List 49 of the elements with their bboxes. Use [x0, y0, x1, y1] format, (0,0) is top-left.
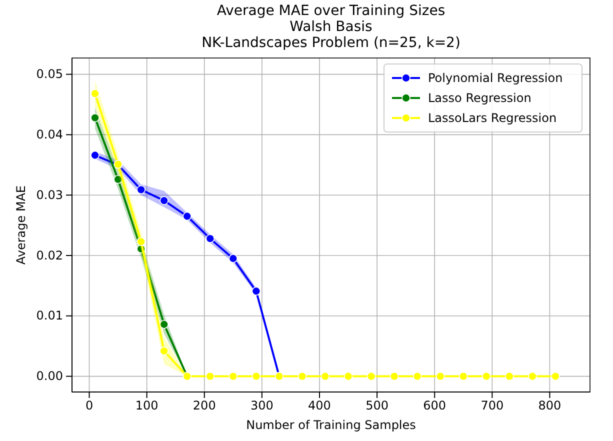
x-tick-label: 500: [366, 398, 388, 413]
point: [528, 372, 537, 381]
point: [160, 346, 168, 356]
point: [228, 254, 238, 263]
x-tick-label: 200: [192, 398, 216, 413]
point: [390, 372, 399, 381]
point: [160, 320, 168, 329]
point: [298, 372, 307, 381]
x-tick-label: 0: [85, 398, 94, 413]
point: [252, 286, 261, 296]
point: [252, 372, 261, 381]
point: [320, 372, 330, 381]
point: [505, 372, 514, 381]
point: [482, 372, 491, 381]
point: [206, 234, 215, 243]
point: [90, 150, 100, 160]
legend-label: LassoLars Regression: [428, 111, 557, 125]
point: [366, 372, 376, 381]
x-tick-label: 400: [308, 398, 331, 413]
point: [90, 113, 100, 122]
point: [206, 372, 215, 381]
point: [182, 212, 192, 221]
y-tick-label: 0.04: [36, 128, 63, 142]
point: [436, 372, 445, 381]
y-tick-label: 0.05: [36, 67, 63, 82]
legend-label: Polynomial Regression: [428, 71, 563, 85]
point: [90, 89, 100, 98]
legend-label: Lasso Regression: [428, 91, 532, 105]
x-axis-title: Number of Training Samples: [246, 418, 416, 432]
y-tick-label: 0.03: [36, 188, 63, 202]
point: [551, 372, 560, 381]
x-tick-label: 800: [538, 398, 562, 413]
point: [114, 175, 122, 184]
point: [136, 185, 146, 194]
x-tick-label: 100: [135, 398, 158, 413]
y-tick-label: 0.02: [36, 248, 63, 262]
y-tick-label: 0.01: [36, 308, 63, 323]
chart-title: Average MAE over Training Sizes Walsh Basis NK-Landscapes Problem (n=25, k=2): [202, 3, 460, 51]
point: [136, 237, 146, 246]
point: [458, 372, 468, 381]
point: [228, 372, 238, 381]
point: [160, 196, 168, 205]
x-tick-label: 600: [423, 398, 446, 413]
y-tick-label: 0.00: [36, 369, 63, 384]
y-axis-title: Average MAE: [14, 185, 28, 265]
x-tick-label: 700: [480, 398, 504, 413]
x-tick-label: 300: [250, 398, 274, 413]
point: [412, 372, 422, 381]
point: [344, 372, 353, 381]
